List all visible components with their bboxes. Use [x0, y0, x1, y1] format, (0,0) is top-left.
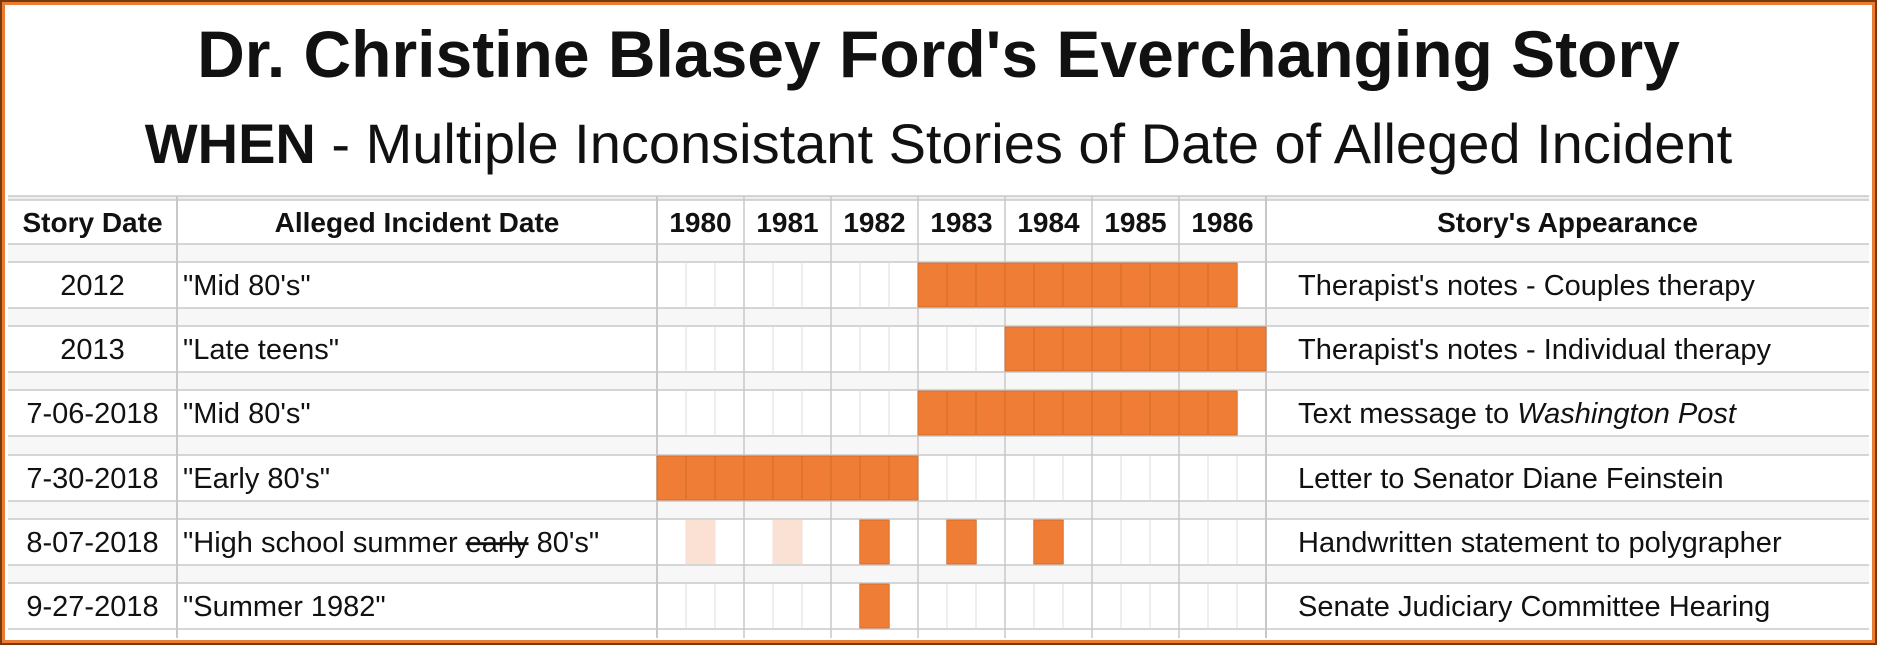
story-date-cell: 8-07-2018	[26, 527, 158, 559]
story-date-cell: 9-27-2018	[26, 591, 158, 623]
incident-date-cell: "High school summer early 80's"	[183, 527, 599, 559]
story-date-cell: 2012	[60, 270, 125, 302]
timeline-bar	[859, 583, 890, 629]
year-tick-label: 1986	[1191, 207, 1253, 238]
timeline-bar	[859, 519, 890, 565]
row-separator-band	[8, 372, 1869, 390]
appearance-cell: Therapist's notes - Couples therapy	[1298, 270, 1755, 302]
appearance-cell: Text message to Washington Post	[1298, 398, 1738, 430]
timeline-bar	[1004, 326, 1267, 372]
year-tick-label: 1982	[843, 207, 905, 238]
header-appearance: Story's Appearance	[1437, 207, 1698, 238]
row-separator-band	[8, 308, 1869, 326]
header-incident-date: Alleged Incident Date	[275, 207, 560, 238]
year-tick-label: 1980	[669, 207, 731, 238]
year-tick-label: 1985	[1104, 207, 1166, 238]
italic-publication: Washington Post	[1517, 398, 1738, 430]
year-tick-label: 1983	[930, 207, 992, 238]
header-top-band	[8, 196, 1869, 200]
struck-word: early	[466, 527, 529, 559]
year-tick-label: 1981	[756, 207, 818, 238]
incident-date-cell: "Mid 80's"	[183, 398, 311, 430]
year-tick-label: 1984	[1017, 207, 1080, 238]
subtitle-text: - Multiple Inconsistant Stories of Date …	[315, 112, 1733, 175]
timeline-bar	[946, 519, 977, 565]
appearance-cell: Therapist's notes - Individual therapy	[1298, 334, 1772, 366]
story-date-cell: 2013	[60, 334, 125, 366]
incident-date-cell: "Late teens"	[183, 334, 339, 366]
subtitle-emphasis: WHEN	[144, 112, 316, 175]
timeline-bar	[917, 390, 1238, 436]
appearance-cell: Letter to Senator Diane Feinstein	[1298, 463, 1724, 495]
row-separator-band	[8, 244, 1869, 262]
timeline-bar	[1033, 519, 1064, 565]
header-story-date: Story Date	[22, 207, 162, 238]
chart-subtitle: WHEN - Multiple Inconsistant Stories of …	[0, 104, 1877, 184]
story-date-cell: 7-06-2018	[26, 398, 158, 430]
timeline-bar	[656, 455, 919, 501]
appearance-cell: Senate Judiciary Committee Hearing	[1298, 591, 1770, 623]
incident-date-cell: "Early 80's"	[183, 463, 330, 495]
appearance-cell: Handwritten statement to polygrapher	[1298, 527, 1782, 559]
row-separator-band	[8, 501, 1869, 519]
timeline-bar	[917, 262, 1238, 308]
story-date-cell: 7-30-2018	[26, 463, 158, 495]
chart-title: Dr. Christine Blasey Ford's Everchanging…	[197, 17, 1680, 91]
timeline-bar	[685, 520, 716, 564]
timeline-bar	[772, 520, 803, 564]
row-separator-band	[8, 437, 1869, 455]
incident-date-cell: "Summer 1982"	[183, 591, 386, 623]
row-separator-band	[8, 565, 1869, 583]
incident-date-cell: "Mid 80's"	[183, 270, 311, 302]
